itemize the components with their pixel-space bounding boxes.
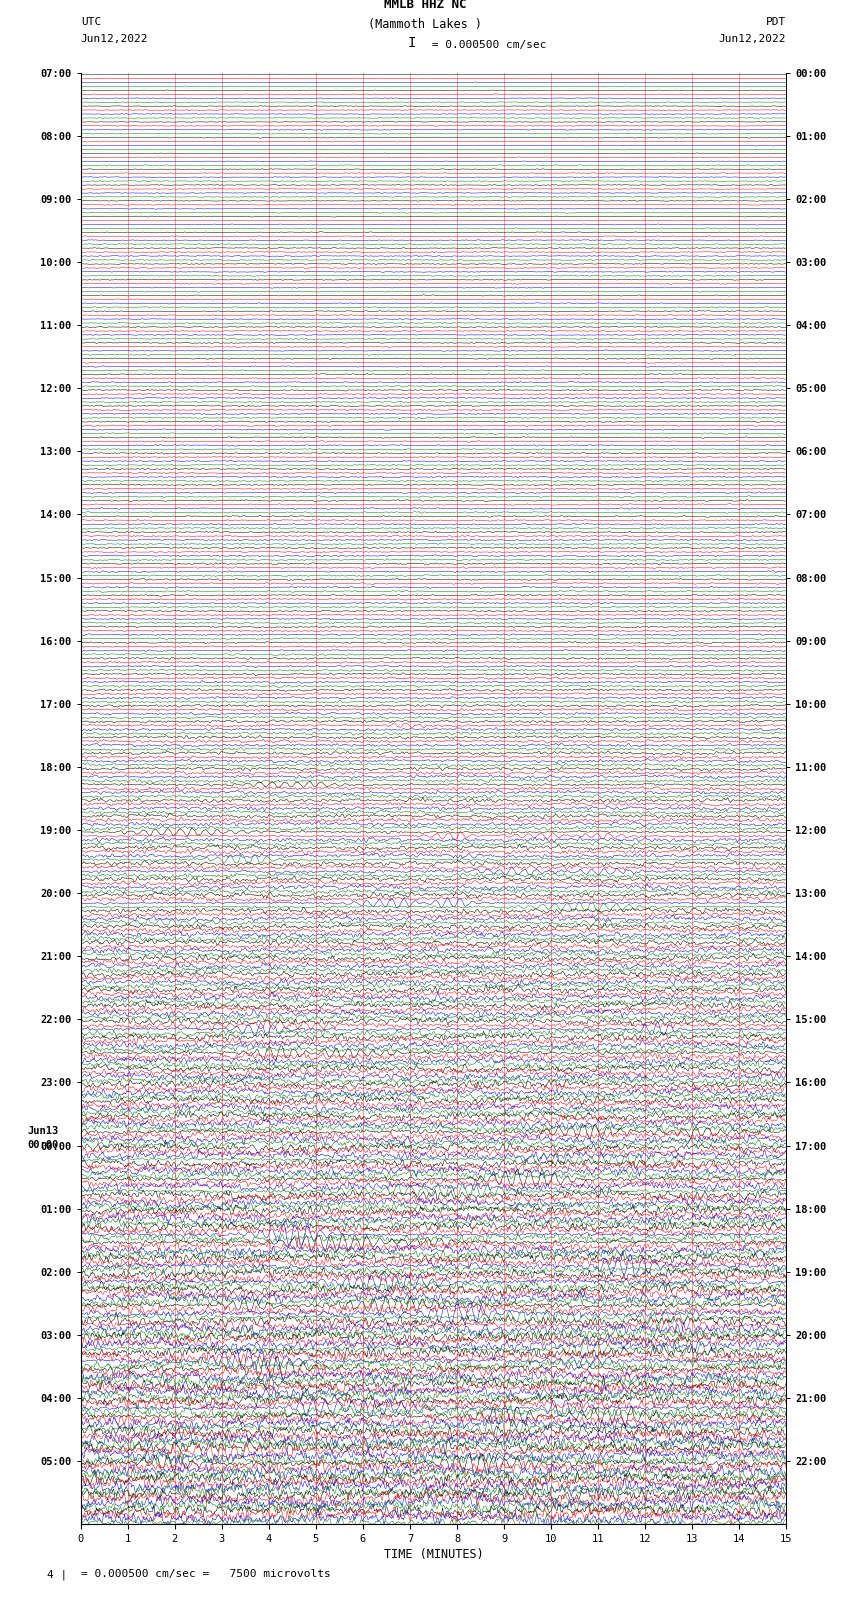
Text: 4 |: 4 | [47,1569,67,1581]
Text: I: I [408,35,416,50]
Text: PDT: PDT [766,18,786,27]
Text: 00:00: 00:00 [27,1140,59,1150]
Text: Jun12,2022: Jun12,2022 [719,34,786,44]
Text: = 0.000500 cm/sec: = 0.000500 cm/sec [425,40,547,50]
Text: MMLB HHZ NC: MMLB HHZ NC [383,0,467,11]
Text: UTC: UTC [81,18,101,27]
Text: Jun12,2022: Jun12,2022 [81,34,148,44]
X-axis label: TIME (MINUTES): TIME (MINUTES) [383,1548,484,1561]
Text: Jun13: Jun13 [27,1126,59,1137]
Text: = 0.000500 cm/sec =   7500 microvolts: = 0.000500 cm/sec = 7500 microvolts [81,1569,331,1579]
Text: (Mammoth Lakes ): (Mammoth Lakes ) [368,18,482,31]
